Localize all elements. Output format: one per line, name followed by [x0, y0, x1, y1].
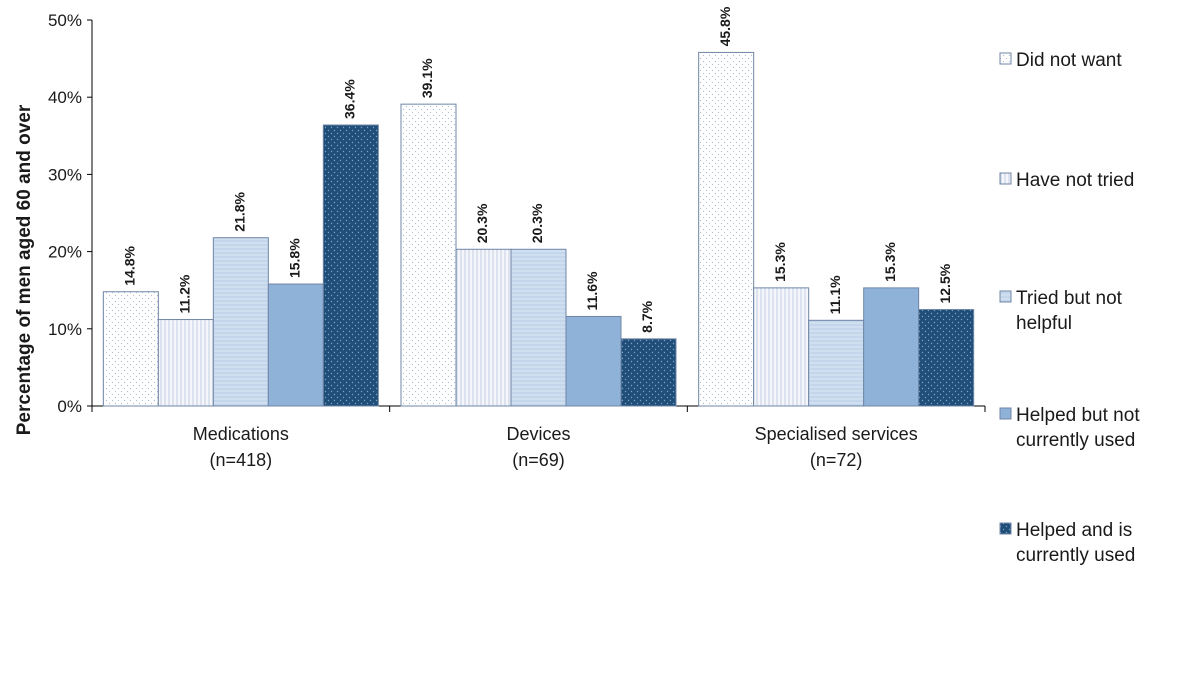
bar	[322, 124, 379, 407]
category-n-label: (n=72)	[810, 450, 863, 470]
legend-label: Have not tried	[1016, 170, 1134, 191]
legend-label: Tried but not	[1016, 288, 1123, 309]
data-label: 39.1%	[419, 58, 435, 98]
data-label: 20.3%	[474, 203, 490, 243]
legend-label: currently used	[1016, 545, 1135, 566]
bar	[620, 338, 677, 407]
category-n-label: (n=418)	[210, 450, 273, 470]
data-label: 11.2%	[177, 274, 193, 313]
legend-label: Helped and is	[1016, 520, 1132, 541]
legend: Did not want Have not tried Tried but not h…	[999, 50, 1140, 566]
bar	[212, 237, 269, 407]
bar	[510, 248, 567, 407]
bar	[918, 309, 975, 407]
data-label: 21.8%	[232, 191, 248, 231]
legend-label: helpful	[1016, 313, 1072, 334]
legend-swatch	[999, 522, 1012, 535]
bar	[157, 319, 214, 407]
legend-swatch	[999, 172, 1012, 185]
data-label: 36.4%	[342, 79, 358, 119]
category-label: Specialised services	[755, 424, 918, 444]
data-label: 11.1%	[827, 275, 843, 314]
y-tick-label: 10%	[48, 320, 82, 339]
bar	[400, 103, 457, 407]
data-label: 45.8%	[717, 6, 733, 46]
bar	[455, 248, 512, 407]
data-label: 15.3%	[772, 242, 788, 282]
bar	[102, 291, 159, 407]
legend-swatch	[999, 407, 1012, 420]
y-tick-label: 30%	[48, 165, 82, 184]
category-n-label: (n=69)	[512, 450, 565, 470]
data-label: 20.3%	[529, 203, 545, 243]
data-label: 15.3%	[882, 242, 898, 282]
bar	[698, 51, 755, 407]
bar	[565, 315, 622, 407]
data-label: 15.8%	[287, 238, 303, 278]
bar	[808, 319, 865, 407]
category-label: Medications	[193, 424, 289, 444]
bar	[267, 283, 324, 407]
bar	[863, 287, 920, 407]
legend-swatch	[999, 290, 1012, 303]
y-tick-label: 40%	[48, 88, 82, 107]
legend-label: Helped but not	[1016, 405, 1140, 426]
data-label: 12.5%	[937, 263, 953, 303]
data-label: 14.8%	[122, 245, 138, 285]
data-label: 11.6%	[584, 271, 600, 310]
legend-label: currently used	[1016, 430, 1135, 451]
y-axis-title: Percentage of men aged 60 and over	[14, 104, 35, 435]
y-tick-label: 0%	[57, 397, 82, 416]
y-tick-label: 50%	[48, 11, 82, 30]
legend-swatch	[999, 52, 1012, 65]
y-tick-label: 20%	[48, 243, 82, 262]
legend-label: Did not want	[1016, 50, 1122, 71]
plot-area: 0% 10% 20% 30% 40% 50% 14.8% 11.2% 21.8% 15.8% 36.…	[48, 6, 986, 470]
category-label: Devices	[506, 424, 570, 444]
bar	[753, 287, 810, 407]
data-label: 8.7%	[639, 300, 655, 332]
